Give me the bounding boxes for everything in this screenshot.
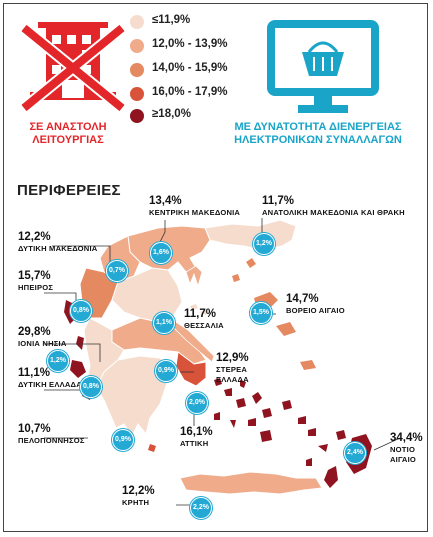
region-percentage: 12,2% (18, 231, 51, 243)
region-percentage: 12,9% (216, 352, 249, 364)
region-name: ΙΟΝΙΑ ΝΗΣΙΑ (18, 339, 67, 348)
region-label-sterea-ellada: 12,9% ΣΤΕΡΕΑ ΕΛΛΑΔΑ (216, 352, 249, 385)
region-name: ΔΥΤΙΚΗ ΕΛΛΑΔΑ (18, 380, 82, 389)
region-name: ΚΕΝΤΡΙΚΗ ΜΑΚΕΔΟΝΙΑ (149, 208, 241, 217)
region-name: ΔΥΤΙΚΗ ΜΑΚΕΔΟΝΙΑ (18, 244, 98, 253)
legend-swatch (130, 109, 144, 123)
legend-label: 16,0% - 17,9% (152, 86, 228, 98)
region-percentage: 10,7% (18, 423, 51, 435)
online-bubble-dytiki-ellada: 0,8% (80, 376, 102, 398)
region-percentage: 12,2% (122, 485, 155, 497)
region-name: ΒΟΡΕΙΟ ΑΙΓΑΙΟ (286, 306, 345, 315)
legend-swatch (130, 63, 144, 77)
region-label-attiki: 16,1% ΑΤΤΙΚΗ (180, 426, 213, 449)
online-bubble-kriti: 2,2% (190, 497, 212, 519)
region-percentage: 16,1% (180, 426, 213, 438)
region-attiki (175, 351, 207, 387)
region-percentage: 11,1% (18, 367, 50, 379)
region-name: ΑΝΑΤΟΛΙΚΗ ΜΑΚΕΔΟΝΙΑ ΚΑΙ ΘΡΑΚΗ (262, 208, 405, 217)
region-notio-aigaio (214, 378, 372, 488)
region-percentage: 14,7% (286, 293, 319, 305)
online-bubble-dytiki-makedonia: 0,7% (106, 260, 128, 282)
region-percentage: 29,8% (18, 326, 51, 338)
online-bubble-peloponnisos: 0,9% (112, 429, 134, 451)
region-percentage: 15,7% (18, 270, 51, 282)
region-name: ΚΡΗΤΗ (122, 498, 150, 507)
online-bubble-sterea-ellada: 0,9% (155, 360, 177, 382)
region-name: ΘΕΣΣΑΛΙΑ (184, 321, 224, 330)
legend-swatch (130, 87, 144, 101)
online-bubble-thessalia: 1,1% (153, 312, 175, 334)
region-peloponnisos (95, 355, 173, 437)
legend-swatch (130, 15, 144, 29)
legend-swatch (130, 39, 144, 53)
region-percentage: 11,7% (262, 195, 294, 207)
region-label-kriti: 12,2% ΚΡΗΤΗ (122, 485, 155, 508)
region-name: ΣΤΕΡΕΑ ΕΛΛΑΔΑ (216, 365, 249, 384)
legend-label: 12,0% - 13,9% (152, 38, 228, 50)
region-thessalia (111, 267, 183, 323)
region-label-voreio-aigaio: 14,7% ΒΟΡΕΙΟ ΑΙΓΑΙΟ (286, 293, 345, 316)
online-bubble-anatoliki-makedonia: 1,2% (253, 233, 275, 255)
online-bubble-attiki: 2,0% (186, 392, 208, 414)
online-bubble-kentriki-makedonia: 1,6% (150, 242, 172, 264)
region-label-ionia-nisia: 29,8% ΙΟΝΙΑ ΝΗΣΙΑ (18, 326, 67, 349)
region-kriti (179, 471, 323, 495)
region-name: ΑΤΤΙΚΗ (180, 439, 209, 448)
page-frame (3, 3, 428, 532)
region-label-thessalia: 11,7% ΘΕΣΣΑΛΙΑ (184, 308, 224, 331)
region-label-peloponnisos: 10,7% ΠΕΛΟΠΟΝΝΗΣΟΣ (18, 423, 85, 446)
region-label-notio-aigaio: 34,4% ΝΟΤΙΟ ΑΙΓΑΙΟ (390, 432, 433, 465)
online-bubble-notio-aigaio: 2,4% (344, 442, 366, 464)
region-anatoliki-makedonia (204, 219, 297, 251)
online-caption: ΜΕ ΔΥΝΑΤΟΤΗΤΑ ΔΙΕΝΕΡΓΕΙΑΣ ΗΛΕΚΤΡΟΝΙΚΩΝ Σ… (234, 121, 402, 146)
region-label-dytiki-ellada: 11,1% ΔΥΤΙΚΗ ΕΛΛΑΔΑ (18, 367, 82, 390)
legend-label: ≥18,0% (152, 108, 191, 120)
legend-label: 14,0% - 15,9% (152, 62, 228, 74)
region-label-anatoliki-makedonia: 11,7% ΑΝΑΤΟΛΙΚΗ ΜΑΚΕΔΟΝΙΑ ΚΑΙ ΘΡΑΚΗ (262, 195, 405, 218)
online-bubble-ipeiros: 0,8% (70, 300, 92, 322)
region-label-dytiki-makedonia: 12,2% ΔΥΤΙΚΗ ΜΑΚΕΔΟΝΙΑ (18, 231, 97, 254)
region-percentage: 34,4% (390, 432, 423, 444)
online-bubble-voreio-aigaio: 1,5% (250, 302, 272, 324)
region-percentage: 11,7% (184, 308, 216, 320)
region-name: ΝΟΤΙΟ ΑΙΓΑΙΟ (390, 445, 417, 464)
region-label-kentriki-makedonia: 13,4% ΚΕΝΤΡΙΚΗ ΜΑΚΕΔΟΝΙΑ (149, 195, 240, 218)
section-title: ΠΕΡΙΦΕΡΕΙΕΣ (17, 182, 121, 199)
region-name: ΠΕΛΟΠΟΝΝΗΣΟΣ (18, 436, 85, 445)
online-bubble-ionia-nisia: 1,2% (47, 350, 69, 372)
region-label-ipeiros: 15,7% ΗΠΕΙΡΟΣ (18, 270, 53, 293)
region-name: ΗΠΕΙΡΟΣ (18, 283, 54, 292)
region-percentage: 13,4% (149, 195, 182, 207)
legend-label: ≤11,9% (152, 14, 191, 26)
suspended-caption: ΣΕ ΑΝΑΣΤΟΛΗ ΛΕΙΤΟΥΡΓΙΑΣ (29, 121, 107, 146)
